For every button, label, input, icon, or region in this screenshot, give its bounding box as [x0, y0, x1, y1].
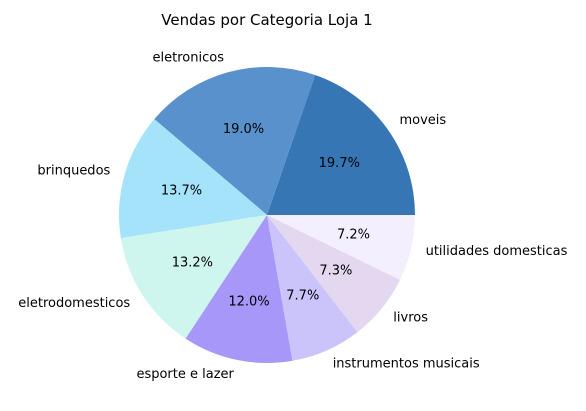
slice-pct-utilidades-domesticas: 7.2%	[337, 228, 370, 243]
slice-label-livros: livros	[393, 310, 428, 325]
slice-pct-eletronicos: 19.0%	[223, 122, 264, 137]
slice-pct-brinquedos: 13.7%	[161, 184, 202, 199]
slice-label-utilidades-domesticas: utilidades domesticas	[426, 244, 568, 259]
slice-label-moveis: moveis	[400, 113, 447, 128]
pie-slice-instrumentos-musicais	[267, 215, 358, 361]
slice-pct-instrumentos-musicais: 7.7%	[286, 289, 319, 304]
slice-pct-esporte-e-lazer: 12.0%	[228, 294, 269, 309]
slice-label-eletronicos: eletronicos	[153, 51, 225, 66]
pie-slice-eletronicos	[154, 66, 316, 216]
slice-pct-eletrodomesticos: 13.2%	[172, 256, 213, 271]
pie-slice-moveis	[267, 75, 415, 215]
slice-label-eletrodomesticos: eletrodomesticos	[18, 296, 130, 311]
chart-title: Vendas por Categoria Loja 1	[161, 11, 372, 29]
pie-slice-eletrodomesticos	[120, 215, 267, 339]
pie-slices	[119, 66, 415, 364]
slice-label-brinquedos: brinquedos	[37, 164, 110, 179]
pie-slice-brinquedos	[119, 119, 267, 239]
pie-slice-esporte-e-lazer	[185, 215, 293, 364]
pie-slice-utilidades-domesticas	[267, 215, 415, 280]
slice-label-esporte-e-lazer: esporte e lazer	[136, 367, 234, 382]
slice-pct-livros: 7.3%	[319, 264, 352, 279]
pie-slice-livros	[267, 215, 401, 333]
slice-pct-moveis: 19.7%	[319, 156, 360, 171]
pie-labels: moveis 19.7% eletronicos 19.0% brinquedos 13.…	[18, 51, 567, 382]
slice-label-instrumentos-musicais: instrumentos musicais	[333, 356, 480, 371]
